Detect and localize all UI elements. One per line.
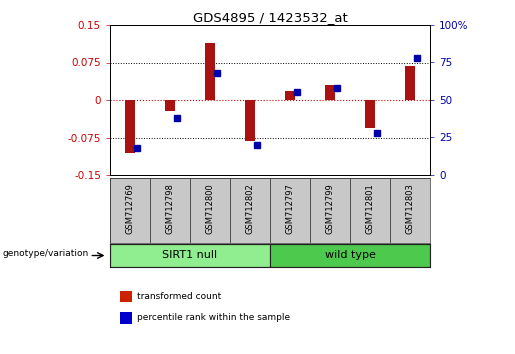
Text: GSM712800: GSM712800: [205, 183, 215, 234]
Bar: [405, 66, 415, 100]
Text: genotype/variation: genotype/variation: [3, 249, 89, 258]
Bar: [270, 244, 430, 267]
Bar: [125, 100, 135, 153]
Bar: [270, 178, 310, 243]
Bar: [205, 42, 215, 100]
Text: transformed count: transformed count: [137, 292, 221, 301]
Bar: [245, 100, 255, 141]
Text: GSM712797: GSM712797: [285, 183, 295, 234]
Bar: [110, 178, 150, 243]
Bar: [325, 85, 335, 100]
Bar: [285, 91, 295, 100]
Text: percentile rank within the sample: percentile rank within the sample: [137, 314, 290, 322]
Bar: [165, 100, 175, 111]
Bar: [190, 178, 230, 243]
Text: SIRT1 null: SIRT1 null: [162, 251, 217, 261]
Text: GSM712798: GSM712798: [165, 183, 175, 234]
Bar: [350, 178, 390, 243]
Bar: [230, 178, 270, 243]
Bar: [110, 244, 270, 267]
Text: GSM712769: GSM712769: [126, 183, 134, 234]
Bar: [150, 178, 190, 243]
Text: GSM712802: GSM712802: [246, 183, 254, 234]
Text: GSM712799: GSM712799: [325, 183, 335, 234]
Text: GDS4895 / 1423532_at: GDS4895 / 1423532_at: [193, 11, 348, 24]
Text: GSM712803: GSM712803: [405, 183, 415, 234]
Bar: [310, 178, 350, 243]
Bar: [365, 100, 375, 127]
Bar: [390, 178, 430, 243]
Bar: [121, 291, 132, 302]
Text: wild type: wild type: [324, 251, 375, 261]
Bar: [121, 312, 132, 324]
Text: GSM712801: GSM712801: [366, 183, 374, 234]
